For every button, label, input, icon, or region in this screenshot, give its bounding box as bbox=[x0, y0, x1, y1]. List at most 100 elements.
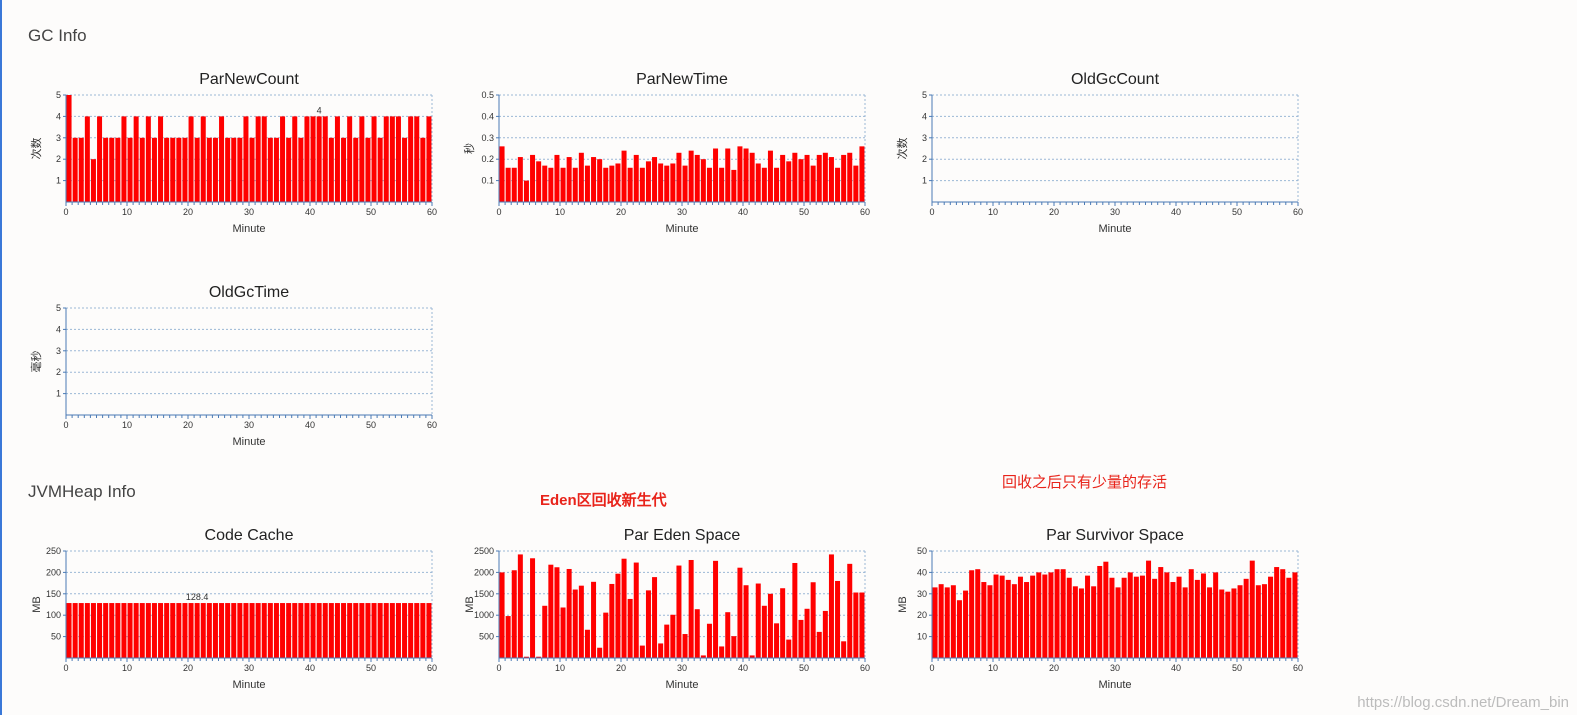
chart-parsurvivor: Par Survivor Space10203040500 10 20 30 40 50 6… bbox=[892, 522, 1312, 697]
bar bbox=[737, 568, 742, 658]
x-tick-label: 40 bbox=[305, 420, 315, 430]
bar bbox=[853, 166, 858, 202]
bar bbox=[170, 138, 175, 202]
bar bbox=[561, 607, 566, 658]
bar bbox=[372, 116, 377, 202]
bar bbox=[414, 116, 419, 202]
bar bbox=[1207, 587, 1212, 658]
bar bbox=[634, 563, 639, 658]
x-tick-label: 10 bbox=[988, 663, 998, 673]
bar bbox=[323, 116, 328, 202]
x-tick-label: 50 bbox=[1232, 663, 1242, 673]
x-tick-label: 30 bbox=[677, 207, 687, 217]
bar bbox=[1231, 588, 1236, 658]
bar bbox=[530, 558, 535, 658]
y-tick-label: 50 bbox=[51, 632, 61, 642]
bar bbox=[237, 138, 242, 202]
bar bbox=[317, 603, 322, 658]
y-tick-label: 2 bbox=[922, 154, 927, 164]
x-tick-label: 40 bbox=[1171, 663, 1181, 673]
bar bbox=[237, 603, 242, 658]
bar bbox=[402, 138, 407, 202]
bar bbox=[622, 151, 627, 202]
bar bbox=[1134, 577, 1139, 658]
chart-title: ParNewCount bbox=[199, 71, 299, 88]
x-tick-label: 50 bbox=[366, 420, 376, 430]
x-tick-label: 60 bbox=[427, 420, 437, 430]
bar bbox=[1274, 567, 1279, 658]
bar bbox=[500, 146, 505, 202]
x-tick-label: 0 bbox=[63, 420, 68, 430]
bar bbox=[731, 170, 736, 202]
bar bbox=[1018, 577, 1023, 658]
bar bbox=[841, 155, 846, 202]
bar bbox=[384, 603, 389, 658]
gc-info-title: GC Info bbox=[28, 26, 87, 46]
bar bbox=[134, 116, 139, 202]
y-tick-label: 5 bbox=[56, 90, 61, 100]
x-tick-label: 50 bbox=[366, 207, 376, 217]
bar bbox=[341, 138, 346, 202]
x-tick-label: 20 bbox=[1049, 663, 1059, 673]
bar bbox=[79, 603, 84, 658]
bar bbox=[744, 149, 749, 203]
bar bbox=[835, 168, 840, 202]
bar bbox=[256, 603, 261, 658]
bar bbox=[365, 138, 370, 202]
y-tick-label: 5 bbox=[56, 303, 61, 313]
bar bbox=[756, 584, 761, 658]
bar bbox=[646, 590, 651, 658]
bar bbox=[628, 599, 633, 658]
x-tick-label: 30 bbox=[244, 420, 254, 430]
x-tick-label: 40 bbox=[305, 663, 315, 673]
bar bbox=[1122, 578, 1127, 658]
bar bbox=[670, 163, 675, 202]
bar bbox=[768, 151, 773, 202]
bar bbox=[420, 138, 425, 202]
bar bbox=[1085, 576, 1090, 658]
bar bbox=[615, 163, 620, 202]
chart-title: OldGcCount bbox=[1071, 71, 1160, 88]
y-tick-label: 3 bbox=[56, 133, 61, 143]
bar bbox=[841, 641, 846, 658]
bar bbox=[97, 116, 102, 202]
bar bbox=[1055, 569, 1060, 658]
bar bbox=[994, 575, 999, 658]
bar bbox=[1097, 566, 1102, 658]
x-tick-label: 20 bbox=[616, 207, 626, 217]
bar bbox=[292, 603, 297, 658]
y-tick-label: 1000 bbox=[474, 610, 494, 620]
y-tick-label: 1 bbox=[56, 176, 61, 186]
bar bbox=[1128, 572, 1133, 658]
bar bbox=[774, 168, 779, 202]
bar bbox=[792, 153, 797, 202]
bar bbox=[128, 603, 133, 658]
bar bbox=[329, 138, 334, 202]
bar bbox=[933, 587, 938, 658]
x-axis-label: Minute bbox=[232, 223, 265, 235]
bar bbox=[335, 116, 340, 202]
bar bbox=[396, 116, 401, 202]
y-tick-label: 2000 bbox=[474, 567, 494, 577]
bar bbox=[530, 155, 535, 202]
bar bbox=[140, 603, 145, 658]
chart-title: Par Eden Space bbox=[624, 527, 741, 544]
bar bbox=[707, 168, 712, 202]
bar bbox=[262, 603, 267, 658]
bar bbox=[1262, 584, 1267, 658]
eden-annotation: Eden区回收新生代 bbox=[540, 489, 667, 510]
bar bbox=[323, 603, 328, 658]
bar bbox=[713, 561, 718, 658]
y-tick-label: 4 bbox=[56, 111, 61, 121]
bar bbox=[737, 146, 742, 202]
bar bbox=[805, 155, 810, 202]
bar bbox=[975, 569, 980, 658]
bar bbox=[554, 155, 559, 202]
bar bbox=[146, 116, 151, 202]
bar bbox=[579, 586, 584, 658]
x-tick-label: 10 bbox=[122, 663, 132, 673]
bar bbox=[121, 603, 126, 658]
bar bbox=[609, 166, 614, 202]
bar bbox=[762, 168, 767, 202]
bar bbox=[981, 582, 986, 658]
